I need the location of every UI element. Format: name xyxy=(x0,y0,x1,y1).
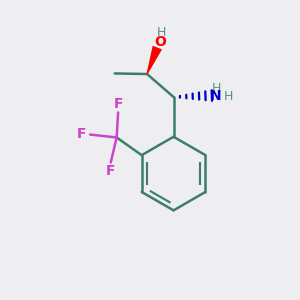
Text: F: F xyxy=(113,97,123,111)
Text: O: O xyxy=(154,35,166,49)
Text: F: F xyxy=(76,127,86,141)
Text: H: H xyxy=(224,91,234,103)
Text: N: N xyxy=(210,88,222,103)
Polygon shape xyxy=(146,46,162,74)
Text: F: F xyxy=(105,164,115,178)
Text: H: H xyxy=(157,26,167,39)
Text: H: H xyxy=(212,82,221,95)
